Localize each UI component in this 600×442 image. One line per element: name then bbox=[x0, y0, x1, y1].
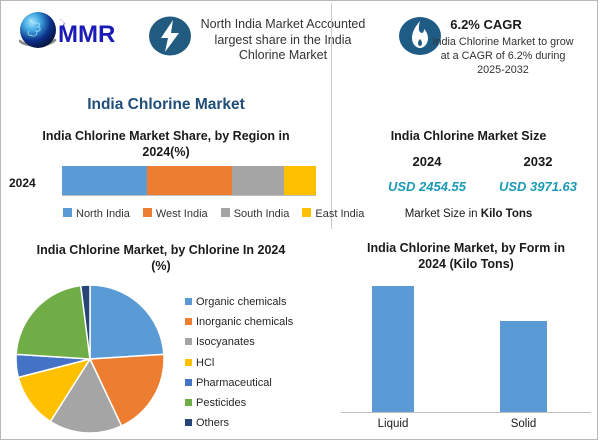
svg-text:MMR: MMR bbox=[58, 21, 115, 48]
